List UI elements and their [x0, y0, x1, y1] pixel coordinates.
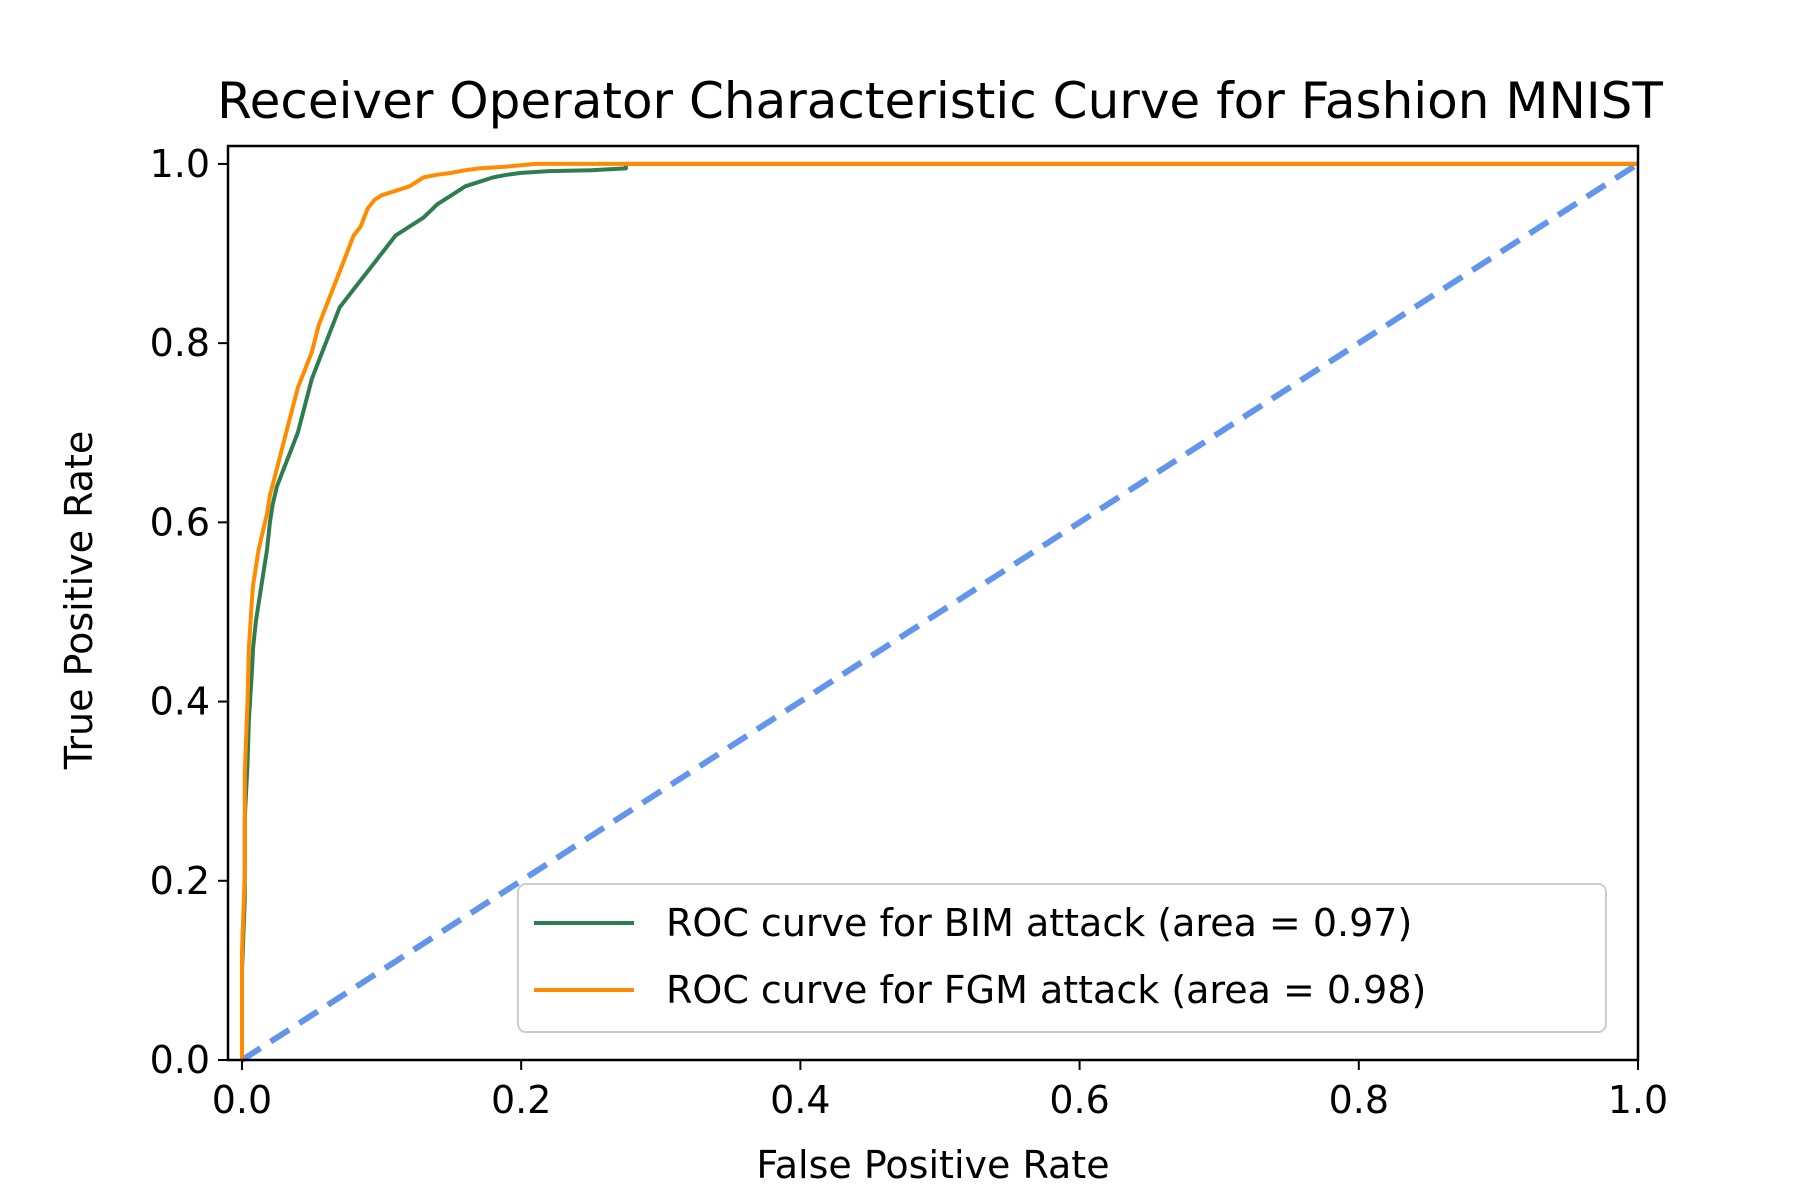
y-axis-ticks: 0.0 0.2 0.4 0.6 0.8 1.0: [150, 142, 228, 1082]
legend-label-fgm: ROC curve for FGM attack (area = 0.98): [666, 968, 1426, 1012]
x-axis-label: False Positive Rate: [756, 1143, 1109, 1187]
series-line-bim: [240, 161, 1638, 1060]
y-axis-label: True Positive Rate: [57, 431, 101, 771]
x-tick-label: 0.6: [1049, 1078, 1109, 1122]
x-tick-label: 0.0: [212, 1078, 272, 1122]
plot-area: [240, 161, 1640, 1063]
series-line-fgm: [240, 161, 1638, 1060]
x-tick-label: 1.0: [1608, 1078, 1668, 1122]
legend: ROC curve for BIM attack (area = 0.97) R…: [517, 883, 1607, 1033]
legend-box: [517, 883, 1607, 1033]
plot-frame: [226, 144, 1640, 1062]
series-line-chance-diagonal: [240, 161, 1640, 1063]
x-tick-label: 0.4: [770, 1078, 830, 1122]
y-tick-label: 0.2: [150, 859, 210, 903]
y-tick-label: 0.8: [150, 321, 210, 365]
y-tick-label: 0.6: [150, 500, 210, 544]
x-tick-label: 0.2: [491, 1078, 551, 1122]
x-axis-ticks: 0.0 0.2 0.4 0.6 0.8 1.0: [212, 1060, 1668, 1122]
chart-title: Receiver Operator Characteristic Curve f…: [217, 72, 1663, 130]
legend-label-bim: ROC curve for BIM attack (area = 0.97): [666, 901, 1412, 945]
x-tick-label: 0.8: [1329, 1078, 1389, 1122]
y-tick-label: 1.0: [150, 142, 210, 186]
y-tick-label: 0.0: [150, 1038, 210, 1082]
y-tick-label: 0.4: [150, 680, 210, 724]
